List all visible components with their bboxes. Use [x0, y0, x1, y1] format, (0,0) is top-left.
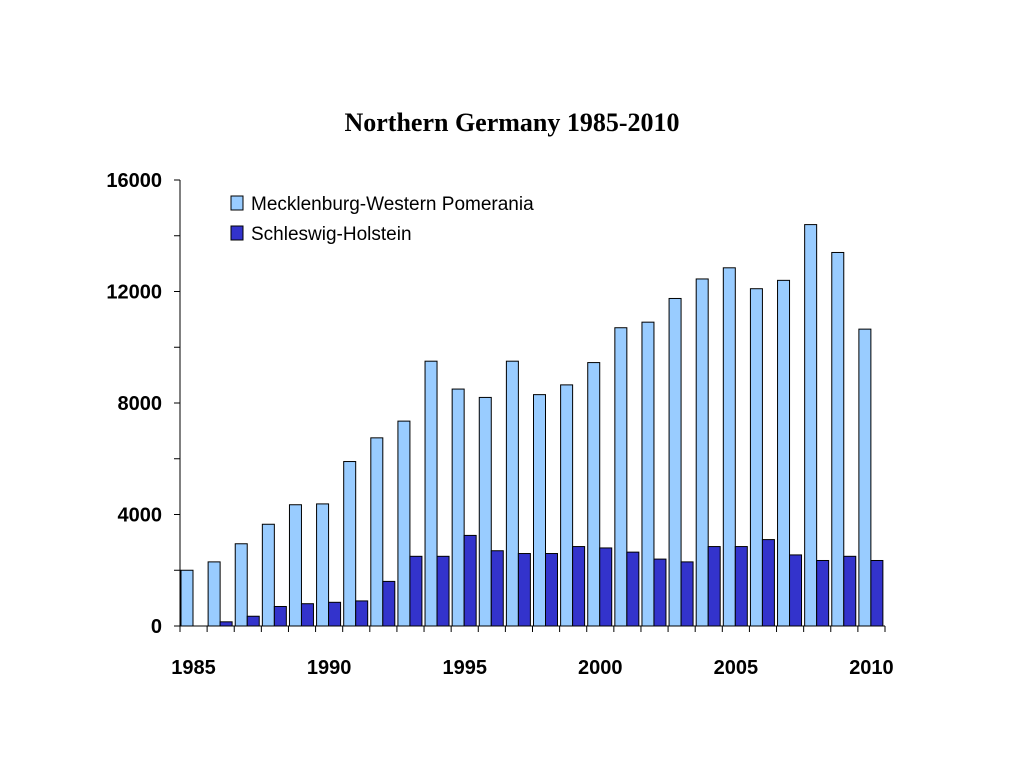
legend-swatch — [230, 225, 244, 241]
bar-schleswig-1998 — [545, 553, 558, 627]
bar-mecklenburg-1990 — [316, 503, 330, 627]
bar-schleswig-1986 — [219, 621, 233, 627]
bar-mecklenburg-1986 — [207, 561, 221, 627]
bar-schleswig-2009 — [843, 555, 857, 627]
bar-schleswig-1995 — [463, 534, 477, 627]
bar-schleswig-2010 — [870, 559, 884, 627]
bar-mecklenburg-2004 — [695, 278, 709, 627]
bar-schleswig-1988 — [273, 605, 287, 627]
bar-mecklenburg-1991 — [343, 461, 357, 627]
x-tick-label: 1995 — [442, 657, 487, 679]
bar-schleswig-2003 — [680, 561, 694, 627]
legend: Mecklenburg-Western Pomerania Schleswig-H… — [230, 194, 534, 245]
y-tick-label: 16000 — [106, 170, 162, 192]
bar-schleswig-1993 — [409, 555, 423, 627]
legend-label: Schleswig-Holstein — [251, 224, 412, 245]
bar-mecklenburg-2007 — [777, 279, 791, 627]
bar-schleswig-1999 — [572, 546, 586, 627]
bar-mecklenburg-1997 — [505, 360, 519, 627]
bar-schleswig-2005 — [734, 546, 748, 627]
axes-layer: 0 4000 8000 12000 16000 1985 1990 1995 2000 2005 2… — [106, 170, 893, 679]
bar-mecklenburg-2005 — [722, 267, 736, 627]
x-tick-label: 2010 — [849, 657, 894, 679]
bar-schleswig-1991 — [355, 600, 369, 627]
bar-mecklenburg-2002 — [641, 321, 655, 627]
bar-schleswig-2002 — [653, 558, 667, 627]
x-tick-label: 1985 — [171, 657, 216, 679]
bar-mecklenburg-1988 — [261, 523, 275, 627]
chart-title: Northern Germany 1985-2010 — [344, 108, 680, 137]
x-tick-label: 1990 — [307, 657, 352, 679]
bar-mecklenburg-1993 — [397, 420, 411, 627]
bar-schleswig-1996 — [490, 550, 504, 627]
bar-schleswig-2008 — [816, 559, 830, 627]
bar-schleswig-2004 — [707, 546, 721, 627]
bar-mecklenburg-2008 — [804, 224, 818, 627]
bar-mecklenburg-2006 — [749, 288, 763, 627]
bar-schleswig-2001 — [626, 551, 640, 627]
bar-mecklenburg-2009 — [831, 251, 845, 627]
bar-schleswig-1994 — [436, 555, 450, 627]
bar-mecklenburg-1992 — [370, 437, 384, 627]
bar-schleswig-2007 — [789, 554, 803, 627]
bar-mecklenburg-1995 — [451, 388, 465, 627]
y-tick-label: 8000 — [118, 393, 163, 415]
bar-mecklenburg-1989 — [288, 504, 302, 627]
bar-schleswig-1990 — [328, 601, 342, 627]
bar-mecklenburg-2003 — [668, 297, 682, 627]
bar-mecklenburg-1998 — [533, 394, 546, 627]
bar-mecklenburg-2010 — [858, 328, 872, 627]
bar-mecklenburg-2000 — [587, 362, 601, 627]
legend-swatch — [230, 195, 244, 211]
y-tick-label: 12000 — [106, 282, 162, 304]
x-tick-label: 2000 — [578, 657, 623, 679]
x-tick-label: 2005 — [714, 657, 759, 679]
bar-mecklenburg-1994 — [424, 360, 438, 627]
bar-schleswig-1992 — [382, 580, 396, 627]
bar-mecklenburg-1987 — [234, 543, 248, 627]
bar-schleswig-2006 — [761, 539, 775, 627]
bar-schleswig-2000 — [599, 547, 613, 627]
bar-mecklenburg-1996 — [478, 396, 492, 627]
bar-mecklenburg-2001 — [614, 327, 628, 627]
bars-layer — [180, 224, 884, 627]
y-tick-label: 4000 — [118, 505, 163, 527]
bar-schleswig-1989 — [300, 603, 314, 627]
legend-label: Mecklenburg-Western Pomerania — [251, 194, 534, 215]
y-tick-label: 0 — [151, 616, 162, 638]
bar-mecklenburg-1985 — [180, 569, 194, 627]
bar-schleswig-1987 — [246, 615, 260, 627]
bar-schleswig-1997 — [517, 553, 531, 627]
bar-mecklenburg-1999 — [560, 384, 574, 627]
